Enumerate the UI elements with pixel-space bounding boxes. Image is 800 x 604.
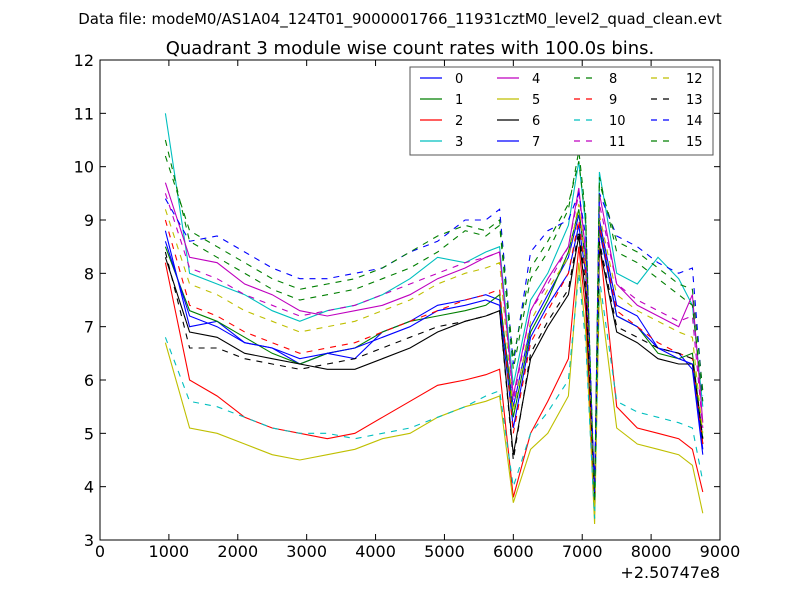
legend-label-0: 0 bbox=[455, 72, 463, 87]
x-tick-label: 8000 bbox=[631, 542, 672, 561]
x-tick-label: 5000 bbox=[424, 542, 465, 561]
x-tick-label: 9000 bbox=[700, 542, 741, 561]
series-line-7 bbox=[164, 225, 704, 487]
y-tick-label: 10 bbox=[74, 158, 94, 177]
x-tick-label: 0 bbox=[95, 542, 105, 561]
x-tick-label: 4000 bbox=[355, 542, 396, 561]
legend-label-7: 7 bbox=[532, 135, 540, 150]
y-tick-label: 11 bbox=[74, 104, 94, 123]
x-tick-label: 6000 bbox=[493, 542, 534, 561]
series-line-9 bbox=[164, 219, 704, 503]
series-line-14 bbox=[164, 191, 704, 493]
legend-label-12: 12 bbox=[686, 72, 703, 87]
y-tick-label: 12 bbox=[74, 51, 94, 70]
legend-label-14: 14 bbox=[686, 114, 703, 129]
series-line-3 bbox=[164, 113, 704, 514]
legend-label-1: 1 bbox=[455, 93, 463, 108]
legend-label-2: 2 bbox=[455, 114, 463, 129]
legend-label-10: 10 bbox=[609, 114, 626, 129]
y-tick-label: 5 bbox=[84, 424, 94, 443]
y-tick-label: 6 bbox=[84, 371, 94, 390]
legend-label-9: 9 bbox=[609, 93, 617, 108]
y-tick-label: 4 bbox=[84, 478, 94, 497]
legend-label-5: 5 bbox=[532, 93, 540, 108]
series-layer bbox=[164, 113, 704, 525]
y-tick-label: 7 bbox=[84, 318, 94, 337]
legend-label-11: 11 bbox=[609, 135, 626, 150]
chart-suptitle: Data file: modeM0/AS1A04_124T01_90000017… bbox=[78, 10, 722, 29]
x-tick-label: 2000 bbox=[217, 542, 258, 561]
chart-title: Quadrant 3 module wise count rates with … bbox=[166, 38, 655, 59]
x-offset-label: +2.50747e8 bbox=[620, 563, 720, 582]
legend-box bbox=[409, 66, 714, 156]
y-tick-label: 8 bbox=[84, 264, 94, 283]
x-tick-label: 1000 bbox=[149, 542, 190, 561]
series-line-11 bbox=[164, 193, 704, 503]
series-line-10 bbox=[164, 273, 704, 519]
legend-label-6: 6 bbox=[532, 114, 540, 129]
x-tick-label: 3000 bbox=[286, 542, 327, 561]
y-tick-label: 3 bbox=[84, 531, 94, 550]
legend-label-3: 3 bbox=[455, 135, 463, 150]
legend-label-4: 4 bbox=[532, 72, 540, 87]
series-line-12 bbox=[164, 203, 704, 509]
axis-ticks: 0 1000 2000 3000 4000 5000 6000 7000 8000 9000 3 4 5… bbox=[74, 51, 741, 561]
series-line-13 bbox=[164, 230, 704, 498]
y-tick-label: 9 bbox=[84, 211, 94, 230]
series-line-5 bbox=[164, 262, 704, 525]
plot-frame bbox=[99, 59, 721, 541]
legend-label-15: 15 bbox=[686, 135, 703, 150]
series-line-8 bbox=[164, 139, 704, 509]
x-tick-label: 7000 bbox=[562, 542, 603, 561]
legend-label-13: 13 bbox=[686, 93, 703, 108]
legend-label-8: 8 bbox=[609, 72, 617, 87]
series-line-0 bbox=[164, 214, 704, 498]
